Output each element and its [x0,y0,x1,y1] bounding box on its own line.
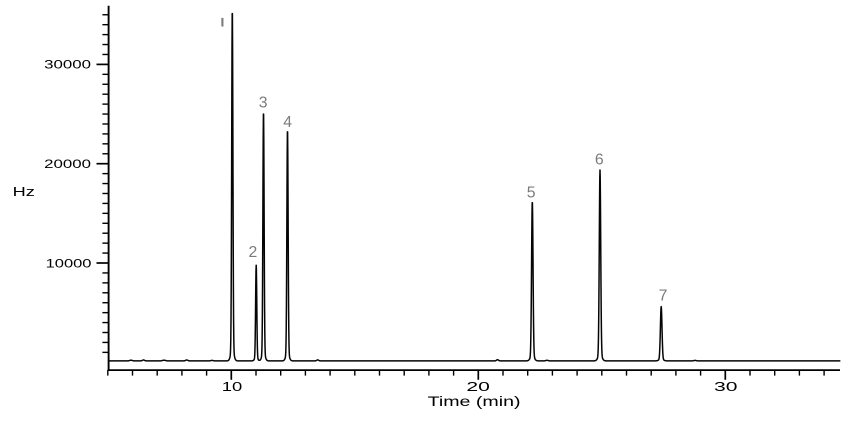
svg-text:30: 30 [714,379,738,394]
svg-text:Hz: Hz [13,185,35,199]
svg-text:5: 5 [527,185,536,202]
svg-text:10000: 10000 [46,256,92,270]
svg-text:7: 7 [659,287,668,304]
svg-text:4: 4 [283,114,292,131]
svg-text:30000: 30000 [44,58,91,72]
svg-text:20: 20 [466,379,490,394]
svg-text:3: 3 [259,95,268,112]
svg-text:6: 6 [595,152,604,169]
svg-text:2: 2 [249,244,258,261]
svg-text:20000: 20000 [44,157,91,171]
svg-text:Time (min): Time (min) [428,393,521,409]
svg-text:10: 10 [222,379,243,394]
